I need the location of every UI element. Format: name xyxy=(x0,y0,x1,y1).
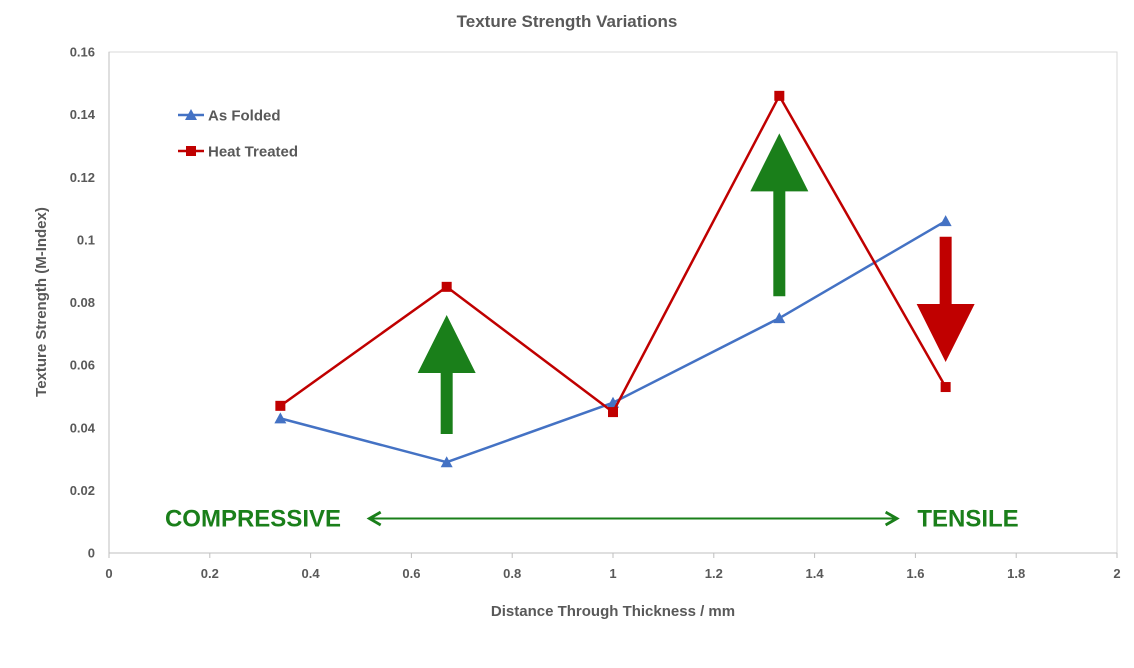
legend-marker xyxy=(185,109,197,120)
x-tick-label: 2 xyxy=(1113,566,1120,581)
axes: 0 0.2 0.4 0.6 0.8 1 1.2 1.4 1.6 1.8 2 0 0.02 0.04 0.06… xyxy=(70,45,1121,582)
data-point xyxy=(773,312,786,324)
legend-marker xyxy=(186,146,196,156)
plot-area-border xyxy=(108,51,1118,554)
x-axis-title: Distance Through Thickness / mm xyxy=(491,603,735,620)
data-point xyxy=(608,407,618,418)
data-point xyxy=(774,90,785,101)
annotations: COMPRESSIVE TENSILE xyxy=(165,133,1019,533)
x-tick-label: 1.8 xyxy=(1007,566,1025,581)
x-tick-label: 0.2 xyxy=(201,566,219,581)
legend-label: Heat Treated xyxy=(208,144,298,161)
x-tick-label: 1.2 xyxy=(705,566,723,581)
x-tick-label: 0 xyxy=(105,566,112,581)
legend-item: As Folded xyxy=(178,108,281,125)
series-line xyxy=(279,94,947,414)
legend: As Folded Heat Treated xyxy=(178,108,298,161)
series-2 xyxy=(275,90,951,418)
data-point xyxy=(274,412,287,424)
tensile-label: TENSILE xyxy=(917,506,1018,533)
data-point xyxy=(440,456,453,468)
y-tick-label: 0.06 xyxy=(70,358,95,373)
compressive-label: COMPRESSIVE xyxy=(165,506,341,533)
data-point xyxy=(275,400,286,411)
y-tick-label: 0.08 xyxy=(70,295,95,310)
data-point xyxy=(940,382,951,393)
y-tick-label: 0 xyxy=(88,546,95,561)
x-tick-label: 0.4 xyxy=(302,566,321,581)
series-line xyxy=(280,220,947,464)
y-tick-label: 0.16 xyxy=(70,45,95,60)
legend-label: As Folded xyxy=(208,108,281,125)
series-layer xyxy=(274,90,952,468)
series-1 xyxy=(274,215,952,468)
y-tick-label: 0.02 xyxy=(70,483,95,498)
legend-item: Heat Treated xyxy=(178,144,298,161)
data-point xyxy=(441,281,452,292)
decrease-arrow xyxy=(916,236,975,362)
x-tick-label: 1.4 xyxy=(806,566,825,581)
chart-title: Texture Strength Variations xyxy=(457,12,678,31)
x-tick-label: 1.6 xyxy=(906,566,924,581)
x-tick-label: 1 xyxy=(609,566,616,581)
y-tick-label: 0.1 xyxy=(77,232,95,247)
y-tick-label: 0.14 xyxy=(70,107,96,122)
x-tick-label: 0.8 xyxy=(503,566,521,581)
x-tick-label: 0.6 xyxy=(402,566,420,581)
data-point xyxy=(939,215,952,227)
increase-arrow xyxy=(750,133,809,297)
y-tick-label: 0.04 xyxy=(70,420,96,435)
y-tick-label: 0.12 xyxy=(70,170,95,185)
increase-arrow xyxy=(417,315,476,435)
y-axis-title: Texture Strength (M-Index) xyxy=(33,207,50,397)
